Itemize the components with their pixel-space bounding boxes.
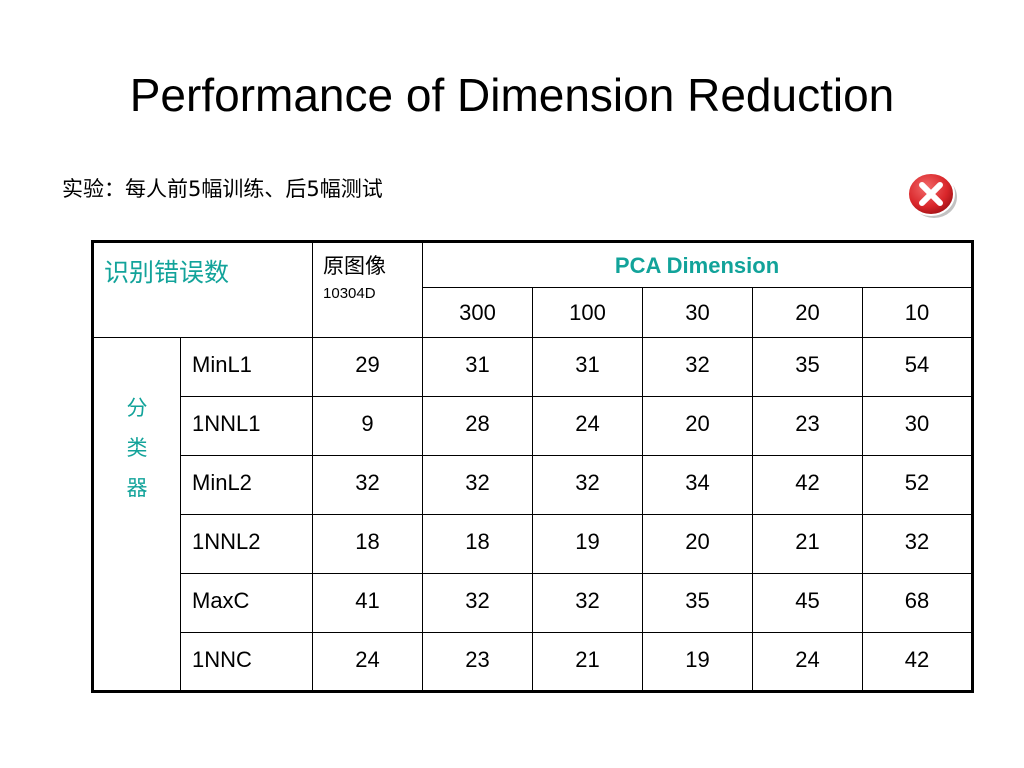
- error-count-cell: 18: [422, 514, 534, 574]
- error-count-cell: 9: [312, 396, 424, 456]
- error-count-cell: 28: [422, 396, 534, 456]
- corner-header: 识别错误数: [91, 241, 314, 338]
- classifier-group-char: 分: [126, 396, 148, 420]
- error-count-cell: 31: [422, 337, 534, 397]
- classifier-group-char: 器: [126, 476, 148, 500]
- table-row: 1NNL2 18 18 19 20 21 32: [93, 514, 974, 574]
- error-count-cell: 42: [862, 632, 974, 692]
- error-count-cell: 23: [752, 396, 864, 456]
- page-title: Performance of Dimension Reduction: [129, 69, 895, 121]
- error-count-cell: 54: [862, 337, 974, 397]
- experiment-description: 实验：每人前5幅训练、后5幅测试: [62, 177, 383, 201]
- error-count-cell: 35: [752, 337, 864, 397]
- error-count-cell: 20: [642, 514, 754, 574]
- error-count-cell: 45: [752, 573, 864, 633]
- error-count-cell: 30: [862, 396, 974, 456]
- classifier-name: MinL1: [179, 337, 314, 397]
- classifier-group-char: 类: [126, 436, 148, 460]
- table-row: 分类器 MinL1 29 31 31 32 35 54: [92, 337, 974, 692]
- error-count-cell: 19: [642, 632, 754, 692]
- original-dimension: 10304D: [323, 285, 376, 302]
- table-row: MinL2 32 32 32 34 42 52: [93, 455, 974, 515]
- error-count-cell: 24: [532, 396, 644, 456]
- original-image-label: 原图像: [323, 254, 387, 278]
- error-count-cell: 41: [312, 573, 424, 633]
- error-count-cell: 52: [862, 455, 974, 515]
- classifier-name: MaxC: [179, 573, 314, 633]
- dimension-header: 30: [642, 287, 754, 338]
- error-count-cell: 18: [312, 514, 424, 574]
- table-row: MaxC 41 32 32 35 45 68: [93, 573, 974, 633]
- error-count-cell: 21: [752, 514, 864, 574]
- error-count-cell: 34: [642, 455, 754, 515]
- error-count-cell: 32: [422, 455, 534, 515]
- error-count-cell: 42: [752, 455, 864, 515]
- classifier-name: MinL2: [179, 455, 314, 515]
- table-row: 1NNC 24 23 21 19 24 42: [93, 632, 974, 692]
- pca-dimension-header: PCA Dimension: [422, 241, 974, 288]
- error-count-cell: 24: [312, 632, 424, 692]
- error-count-cell: 24: [752, 632, 864, 692]
- error-count-cell: 19: [532, 514, 644, 574]
- error-count-cell: 23: [422, 632, 534, 692]
- error-count-cell: 31: [532, 337, 644, 397]
- error-count-cell: 20: [642, 396, 754, 456]
- dimension-header: 100: [532, 287, 644, 338]
- error-count-cell: 21: [532, 632, 644, 692]
- classifier-group-label: 分类器: [92, 337, 181, 692]
- close-icon[interactable]: [906, 170, 958, 220]
- classifier-name: 1NNC: [179, 632, 314, 692]
- error-count-cell: 32: [862, 514, 974, 574]
- table-row: 1NNL1 9 28 24 20 23 30: [93, 396, 974, 456]
- error-count-cell: 32: [532, 455, 644, 515]
- dimension-header: 10: [862, 287, 974, 338]
- error-count-cell: 68: [862, 573, 974, 633]
- error-count-cell: 35: [642, 573, 754, 633]
- error-count-cell: 32: [532, 573, 644, 633]
- dimension-header: 20: [752, 287, 864, 338]
- error-count-cell: 32: [422, 573, 534, 633]
- original-image-header: 原图像 10304D: [312, 241, 424, 338]
- classifier-name: 1NNL2: [179, 514, 314, 574]
- error-count-cell: 32: [312, 455, 424, 515]
- error-count-cell: 29: [312, 337, 424, 397]
- error-count-cell: 32: [642, 337, 754, 397]
- dimension-header: 300: [422, 287, 534, 338]
- results-table: 识别错误数 原图像 10304D PCA Dimension 300 100 30 2…: [91, 240, 975, 693]
- classifier-name: 1NNL1: [179, 396, 314, 456]
